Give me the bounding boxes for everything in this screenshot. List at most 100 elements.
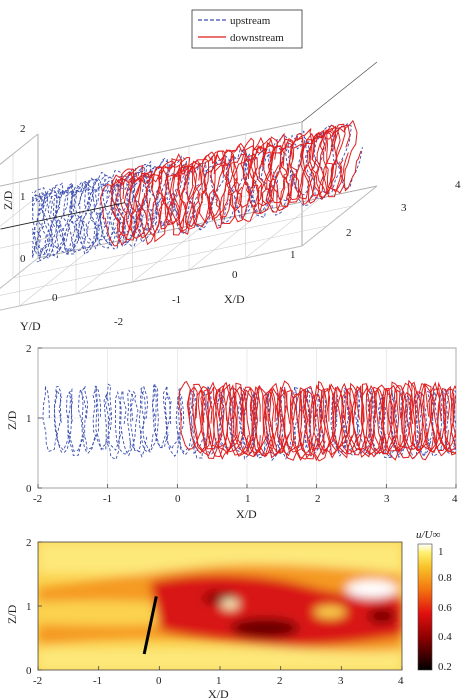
marker-line (142, 596, 158, 655)
grid-line (245, 197, 321, 259)
y-label-3d: Y/D (20, 319, 41, 333)
x-tick-heat-4: 2 (277, 675, 283, 687)
downstream-vortex-line (158, 156, 194, 226)
z-label-3d: Z/D (1, 190, 15, 210)
legend-box (191, 9, 303, 49)
series-downstream-3d (99, 119, 362, 247)
heatmap-field (38, 542, 402, 670)
y-label-side: Z/D (5, 410, 19, 430)
x-tick-heat-0: -2 (33, 675, 42, 687)
downstream-vortex-line (202, 149, 238, 221)
y-label-heatmap: Z/D (5, 604, 19, 624)
x-tick-3d-4: 4 (455, 179, 461, 191)
panel-heatmap: -2 -1 0 1 2 3 4 0 1 2 X/D Z/D u/U∞ 0.2 0… (5, 529, 452, 700)
downstream-vortex-line (318, 385, 353, 459)
x-tick-heat-3: 1 (216, 675, 222, 687)
downstream-vortex-line (279, 388, 311, 461)
y-tick-3d-1: -1 (172, 294, 181, 306)
y-tick-heat-2: 2 (26, 537, 32, 549)
x-tick-heat-1: -1 (93, 675, 102, 687)
z-tick-3d-1: 1 (20, 191, 26, 203)
downstream-vortex-line (290, 132, 329, 205)
heatmap-region-bottom (38, 648, 402, 670)
upstream-vortex-line (119, 389, 148, 458)
x-tick-side-0: -2 (33, 493, 42, 505)
x-label-heatmap: X/D (208, 687, 229, 700)
x-tick-side-2: 0 (175, 493, 181, 505)
heatmap-region-yellow (314, 606, 346, 618)
downstream-vortex-line (311, 123, 349, 194)
grid-line (0, 133, 39, 165)
legend-label-downstream: downstream (230, 32, 284, 44)
x-tick-3d-0: 0 (232, 269, 238, 281)
downstream-vortex-line (430, 385, 456, 457)
x-tick-heat-6: 4 (398, 675, 404, 687)
downstream-vortex-line (225, 153, 263, 223)
downstream-vortex-line (340, 384, 374, 458)
downstream-vortex-line (253, 132, 289, 205)
downstream-vortex-line (203, 154, 243, 229)
downstream-vortex-line (241, 385, 275, 457)
heatmap-region-center (38, 600, 180, 626)
colorbar-tick-1: 0.4 (438, 631, 452, 643)
x-tick-side-1: -1 (103, 493, 112, 505)
heatmap-region-dark-1 (231, 618, 299, 638)
grid-line (301, 185, 378, 247)
x-label-side: X/D (236, 507, 257, 521)
downstream-vortex-line (258, 142, 297, 213)
downstream-vortex-line (129, 166, 166, 239)
upstream-vortex-line (67, 387, 96, 454)
y-tick-heat-1: 1 (26, 601, 32, 613)
series-upstream-3d (32, 123, 363, 267)
downstream-vortex-line (280, 128, 317, 201)
upstream-vortex-line (32, 186, 75, 257)
axes-box-3d (0, 61, 378, 311)
upstream-vortex-line (237, 392, 266, 460)
y-tick-3d-2: 0 (52, 292, 58, 304)
downstream-vortex-line (252, 386, 283, 459)
upstream-vortex-line (53, 388, 83, 456)
downstream-vortex-line (229, 387, 261, 458)
y-tick-side-1: 1 (26, 413, 32, 425)
x-tick-side-5: 3 (384, 493, 390, 505)
y-tick-side-2: 2 (26, 343, 32, 355)
colorbar-label: u/U∞ (416, 529, 441, 541)
downstream-vortex-line (326, 119, 362, 194)
centerline-3d (0, 202, 125, 230)
z-tick-3d-2: 2 (20, 123, 26, 135)
downstream-vortex-line (380, 388, 415, 461)
legend-label-upstream: upstream (230, 15, 271, 27)
downstream-vortex-line (301, 127, 338, 201)
upstream-vortex-line (152, 381, 179, 450)
upstream-vortex-line (103, 390, 131, 460)
upstream-vortex-line (225, 146, 275, 220)
x-tick-side-6: 4 (452, 493, 458, 505)
heatmap-region-white-2 (221, 599, 239, 609)
axis-line (301, 61, 378, 123)
x-tick-heat-5: 3 (338, 675, 344, 687)
heatmap-region-dark-2 (368, 608, 396, 624)
downstream-vortex-line (298, 388, 331, 462)
grid-line (75, 233, 152, 295)
upstream-vortex-line (288, 130, 338, 207)
y-tick-3d-0: -2 (114, 316, 123, 328)
grid-line (0, 257, 39, 289)
upstream-vortex-line (141, 385, 170, 453)
y-tick-side-0: 0 (26, 483, 32, 495)
downstream-vortex-line (169, 160, 208, 233)
colorbar-tick-0: 0.2 (438, 661, 452, 673)
z-tick-3d-0: 0 (20, 253, 26, 265)
heatmap-region-white-1 (346, 580, 398, 598)
upstream-vortex-line (267, 130, 317, 202)
downstream-vortex-line (352, 384, 385, 458)
downstream-vortex-line (177, 157, 215, 228)
series-downstream-side (178, 379, 456, 462)
downstream-vortex-line (388, 381, 421, 451)
upstream-vortex-line (81, 385, 110, 451)
grid-line (0, 245, 303, 311)
grid-line (12, 205, 353, 279)
panel-side-view: -2 -1 0 1 2 3 4 0 1 2 X/D Z/D (5, 343, 458, 521)
downstream-vortex-line (325, 382, 361, 455)
x-tick-3d-2: 2 (346, 227, 352, 239)
downstream-vortex-line (214, 384, 249, 456)
